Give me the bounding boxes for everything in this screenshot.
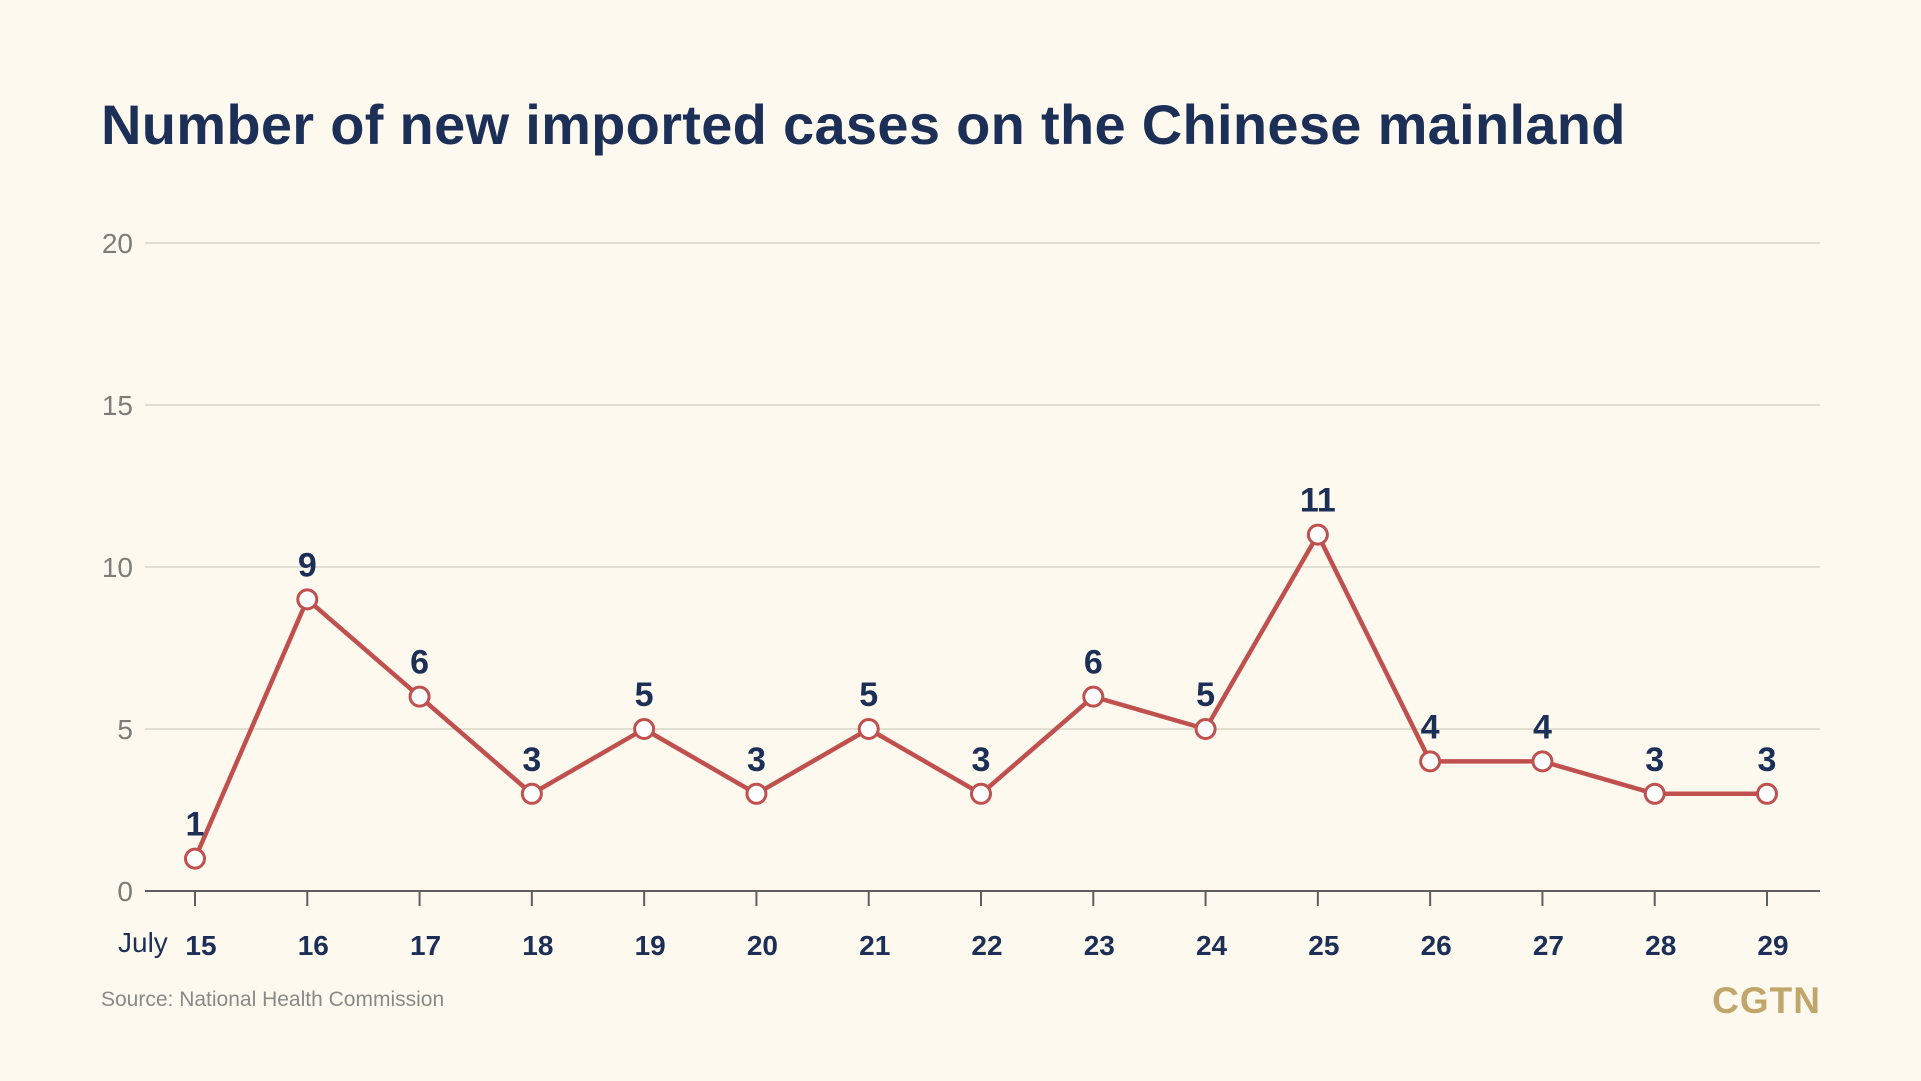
y-tick-label: 10 (102, 552, 133, 583)
data-labels: 1 9 6 3 5 3 5 3 6 5 11 4 4 3 3 (186, 482, 1777, 844)
y-axis-ticks: 0 5 10 15 20 (102, 228, 133, 907)
x-tick-label: 26 (1421, 930, 1452, 961)
x-tick-label: 18 (522, 930, 553, 961)
data-point (184, 847, 206, 870)
data-label: 3 (522, 741, 541, 779)
y-tick-label: 5 (117, 714, 133, 745)
x-tick-label: 15 (185, 930, 216, 961)
data-point (1419, 750, 1442, 773)
y-tick-label: 20 (102, 228, 133, 259)
data-label: 6 (1084, 644, 1103, 682)
x-tick-label: 25 (1308, 930, 1339, 961)
data-point (1306, 523, 1329, 546)
x-tick-label: 16 (298, 930, 329, 961)
series (184, 523, 1778, 870)
data-point (1082, 685, 1105, 708)
data-label: 3 (972, 741, 991, 779)
data-point (520, 782, 543, 805)
data-point (633, 718, 656, 740)
data-label: 3 (1645, 741, 1664, 779)
data-label: 9 (298, 546, 317, 584)
data-label: 1 (186, 806, 205, 844)
data-label: 5 (635, 676, 654, 714)
data-label: 11 (1300, 482, 1336, 520)
data-point (1531, 750, 1554, 773)
data-label: 6 (410, 644, 429, 682)
data-point (1643, 782, 1666, 805)
x-axis-month-label: July (118, 927, 168, 958)
chart-title: Number of new imported cases on the Chin… (101, 93, 1626, 156)
x-tick-label: 24 (1196, 930, 1228, 961)
data-label: 4 (1421, 708, 1440, 746)
source-note: Source: National Health Commission (101, 988, 445, 1011)
x-tick-label: 17 (410, 930, 441, 961)
data-label: 5 (859, 676, 878, 714)
x-tick-label: 23 (1084, 930, 1115, 961)
data-label: 3 (747, 741, 766, 779)
y-tick-label: 15 (102, 390, 133, 421)
data-point (1756, 782, 1778, 805)
x-axis-ticks: July 15 16 17 18 19 20 21 22 23 24 25 26 27 28 29 (118, 891, 1789, 961)
cgtn-logo: CGTN (1712, 980, 1821, 1021)
x-tick-label: 28 (1645, 930, 1676, 961)
x-tick-label: 22 (971, 930, 1002, 961)
x-tick-label: 20 (747, 930, 778, 961)
data-label: 3 (1758, 741, 1777, 779)
data-label: 5 (1196, 676, 1215, 714)
x-tick-label: 29 (1757, 930, 1788, 961)
series-line (192, 532, 1770, 861)
x-tick-label: 19 (635, 930, 666, 961)
grid-lines (145, 242, 1820, 730)
data-point (970, 782, 992, 805)
data-label: 4 (1533, 708, 1552, 746)
x-tick-label: 27 (1533, 930, 1564, 961)
data-point (296, 588, 319, 611)
data-point (1194, 718, 1217, 740)
data-point (745, 782, 768, 805)
data-point (857, 718, 880, 740)
y-tick-label: 0 (117, 876, 133, 907)
x-tick-label: 21 (859, 930, 890, 961)
data-point (408, 685, 431, 708)
